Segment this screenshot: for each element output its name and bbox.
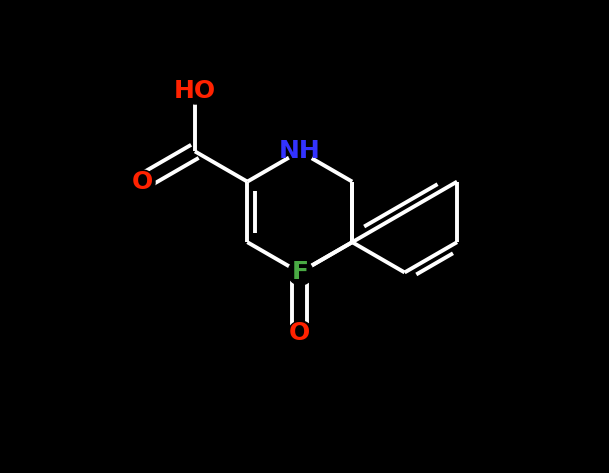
Text: O: O: [132, 170, 153, 193]
Text: HO: HO: [174, 79, 216, 103]
Text: F: F: [291, 261, 308, 284]
Text: O: O: [289, 321, 311, 345]
Text: NH: NH: [279, 140, 321, 163]
